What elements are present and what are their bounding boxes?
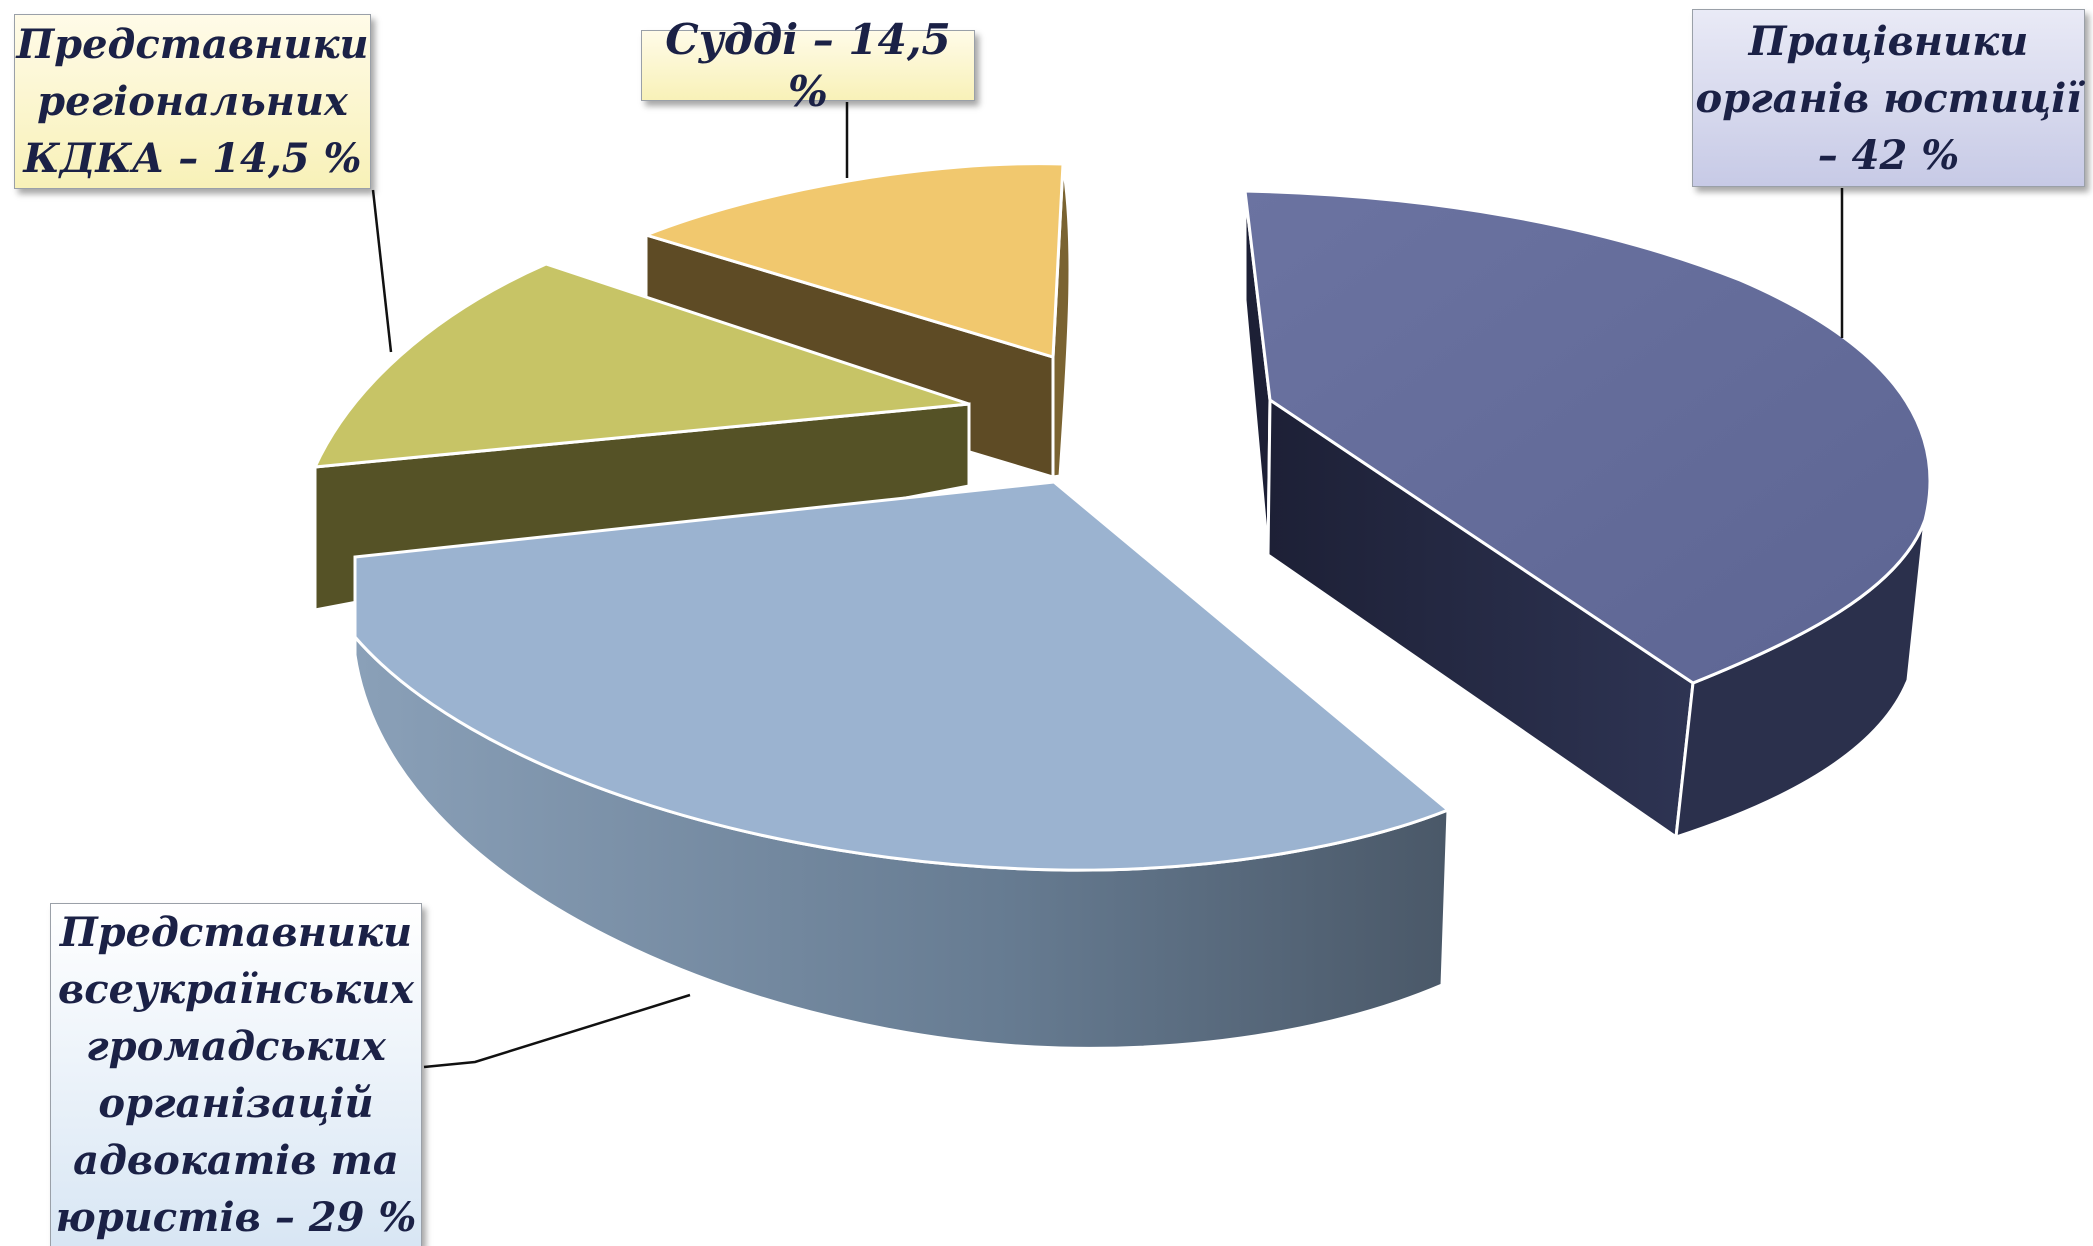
data-label-kdka-text: Представники регіональних КДКА – 14,5 % <box>16 21 369 182</box>
pie-slice-lawyers-top <box>353 480 1451 872</box>
pie-slice-justice <box>1243 189 1932 840</box>
data-label-lawyers: Представники всеукраїнських громадських … <box>50 903 422 1246</box>
leader-line-kdka <box>371 189 393 353</box>
pie-slice-lawyers <box>353 480 1451 1050</box>
data-label-justice-text: Працівники органів юстиції – 42 % <box>1695 17 2082 179</box>
leader-line-lawyers <box>423 993 691 1069</box>
pie-slice-kdka-top <box>312 262 970 469</box>
data-label-judges-text: Судді – 14,5 % <box>665 14 951 116</box>
pie-slice-justice-top <box>1243 189 1932 685</box>
data-label-justice: Працівники органів юстиції – 42 % <box>1692 9 2085 187</box>
pie-slice-judges-right-side <box>1051 163 1072 479</box>
data-label-lawyers-text: Представники всеукраїнських громадських … <box>55 909 417 1241</box>
pie-slice-judges-top <box>641 162 1065 359</box>
data-label-judges: Судді – 14,5 % <box>641 15 975 116</box>
data-label-kdka: Представники регіональних КДКА – 14,5 % <box>14 14 371 189</box>
